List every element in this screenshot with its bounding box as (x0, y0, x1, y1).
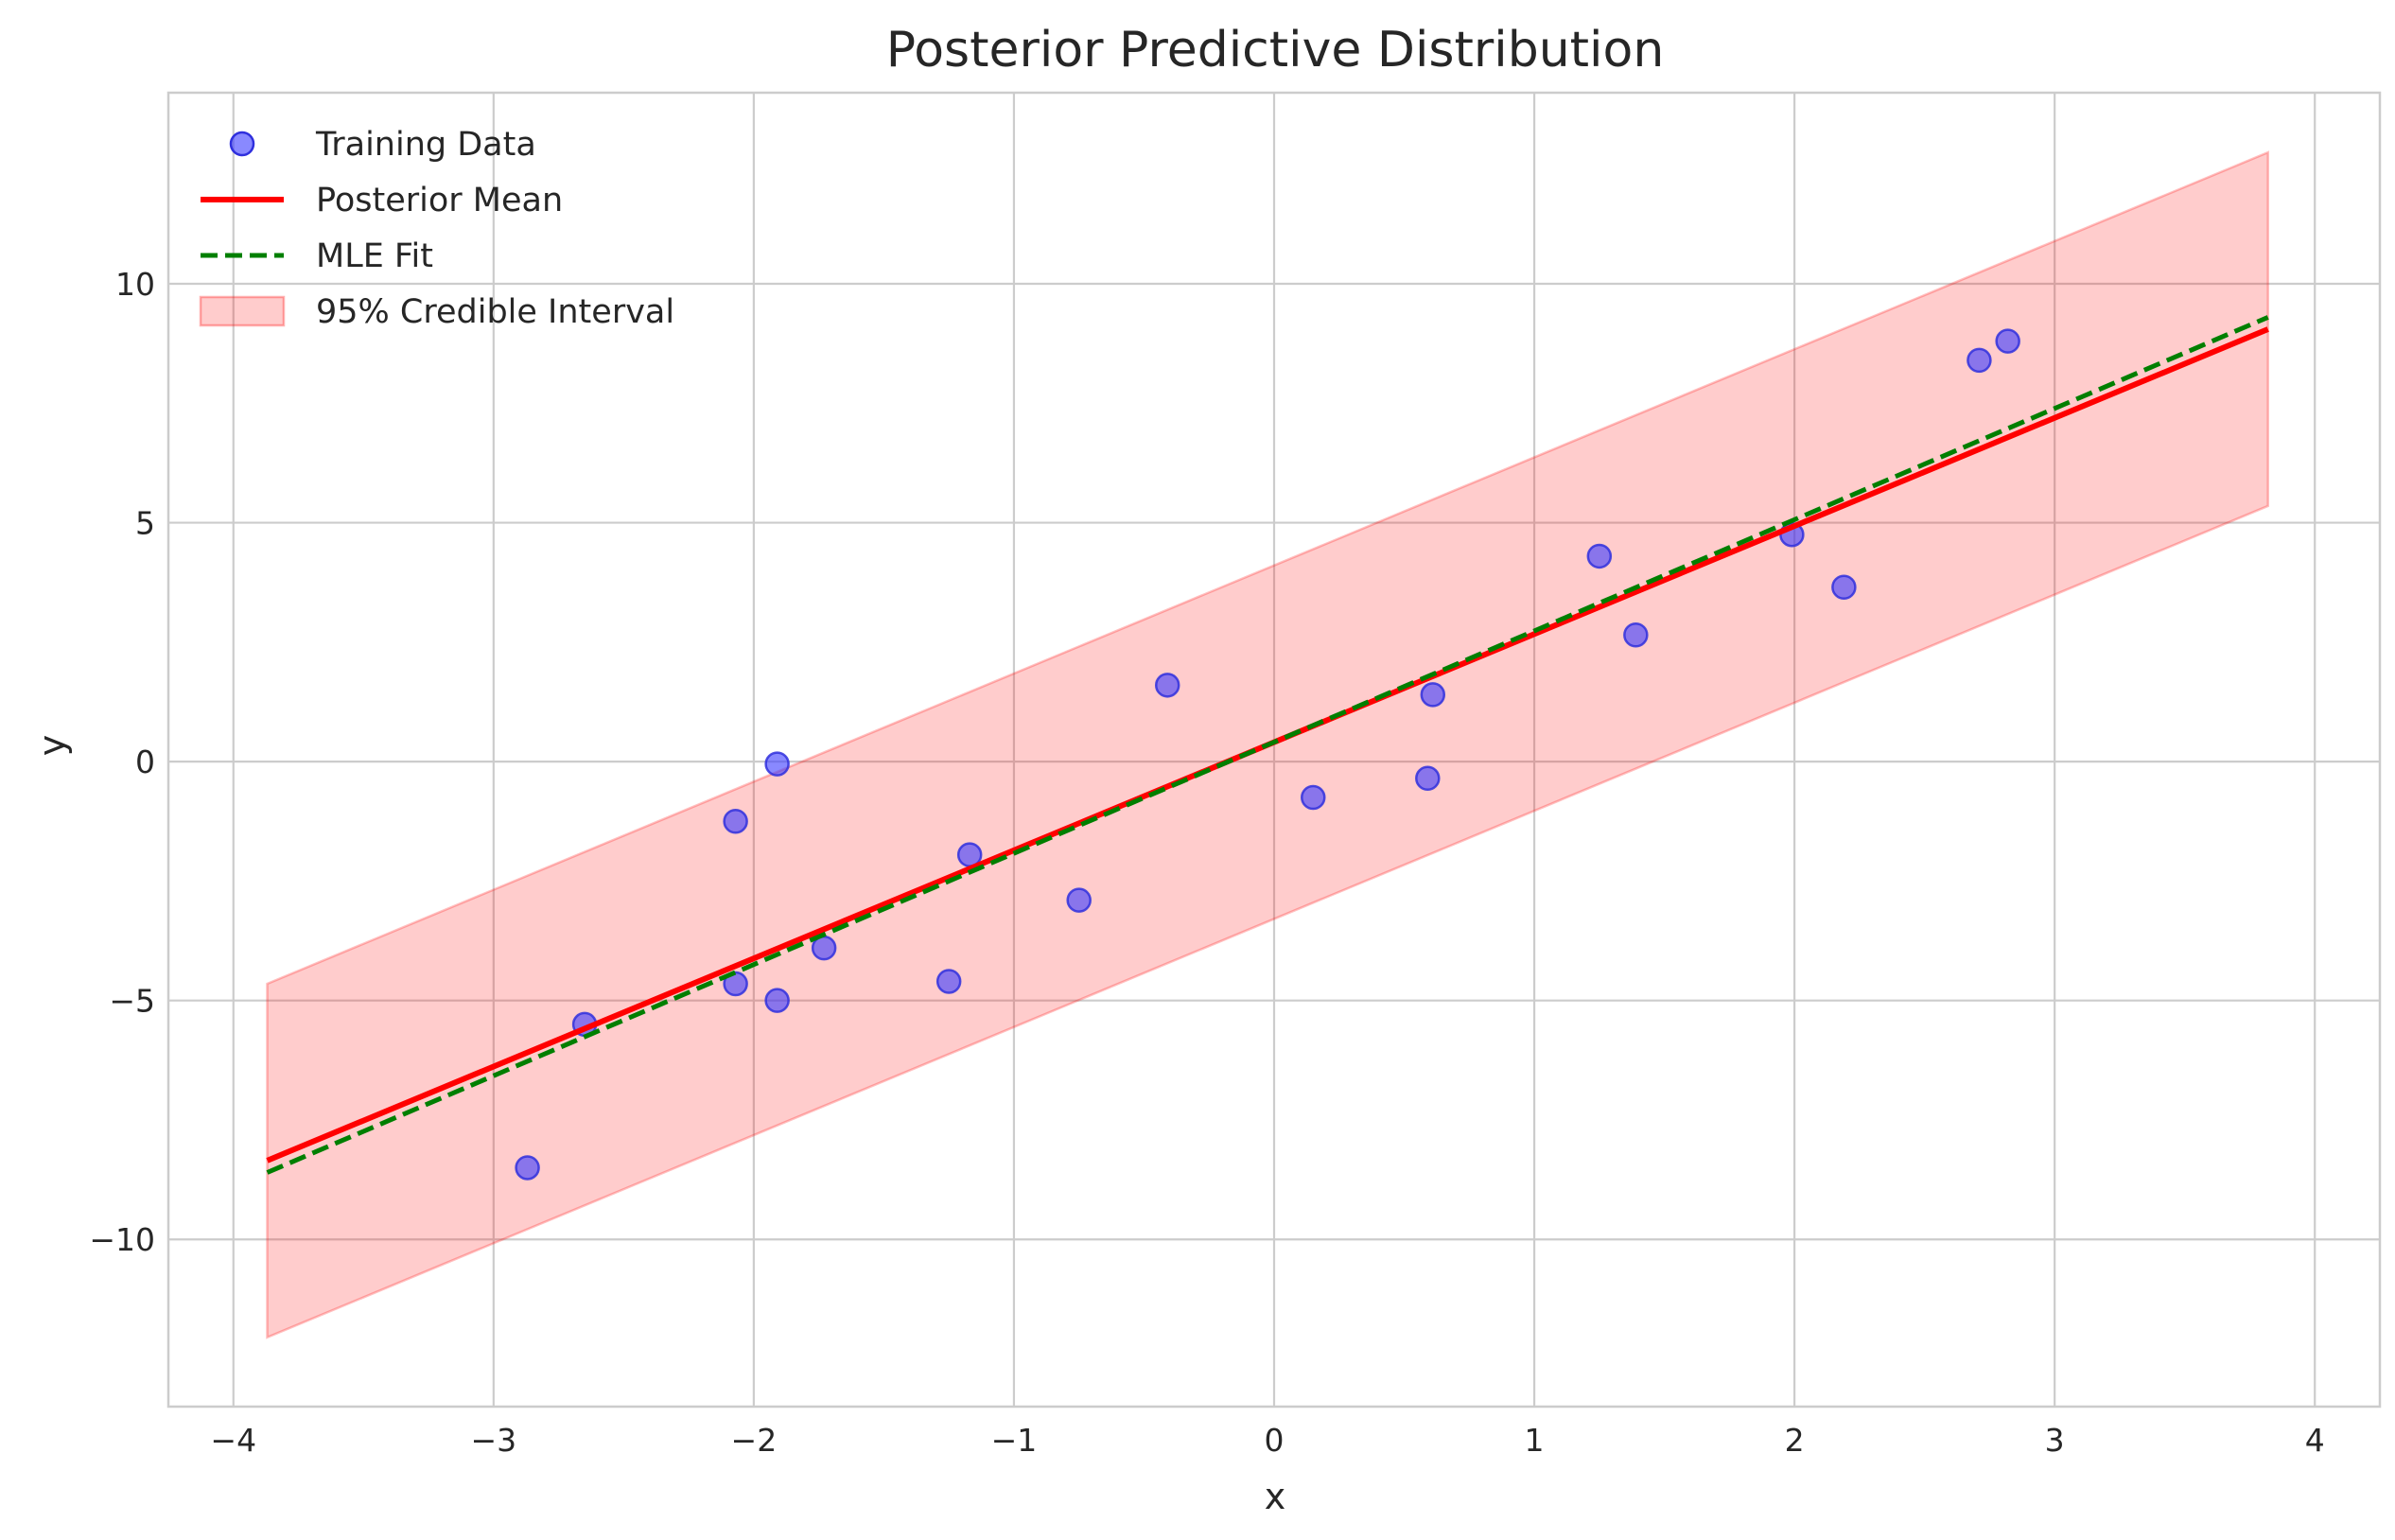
legend-label: Training Data (315, 126, 536, 164)
x-axis-label: x (1265, 1476, 1286, 1517)
y-axis-label: y (31, 735, 73, 757)
data-point (1995, 328, 2020, 354)
plot-frame (166, 91, 2382, 1409)
data-point (1831, 574, 1857, 601)
training-data-points (515, 328, 2020, 1181)
legend-label: Posterior Mean (316, 182, 563, 219)
x-tick-label: 2 (1785, 1422, 1805, 1459)
x-tick-label: 1 (1525, 1422, 1545, 1459)
data-point (1301, 784, 1326, 811)
legend-label: MLE Fit (316, 237, 433, 275)
x-tick-label: −3 (470, 1422, 516, 1459)
data-point (1154, 673, 1180, 698)
legend-label: 95% Credible Interval (316, 293, 674, 331)
legend-swatch-credible-interval (199, 295, 286, 327)
data-point (1586, 543, 1613, 569)
data-point (935, 969, 962, 994)
data-point (1623, 622, 1649, 648)
chart-title: Posterior Predictive Distribution (886, 22, 1665, 79)
x-tick-label: 3 (2045, 1422, 2065, 1459)
data-point (723, 971, 748, 997)
gridlines (168, 93, 2380, 1407)
x-tick-label: −1 (991, 1422, 1038, 1459)
data-point (723, 809, 748, 834)
x-tick-label: −4 (210, 1422, 256, 1459)
data-point (1420, 682, 1446, 708)
data-point (764, 988, 790, 1013)
data-point (764, 751, 790, 777)
legend: Training Data Posterior Mean MLE Fit 95% Cr… (199, 126, 674, 331)
x-tick-label: 4 (2305, 1422, 2325, 1459)
data-point (515, 1155, 540, 1181)
y-tick-label: 5 (135, 505, 155, 542)
data-point (1415, 765, 1441, 792)
y-tick-label: 0 (135, 744, 155, 780)
y-tick-label: 10 (115, 266, 155, 303)
y-tick-label: −10 (89, 1221, 155, 1258)
x-tick-label: −2 (731, 1422, 778, 1459)
mle-fit-line (266, 315, 2269, 1175)
data-point (1967, 347, 1992, 374)
data-point (1066, 887, 1092, 913)
x-tick-label: 0 (1265, 1422, 1285, 1459)
legend-marker-training-data (229, 131, 255, 157)
y-tick-label: −5 (109, 983, 155, 1020)
